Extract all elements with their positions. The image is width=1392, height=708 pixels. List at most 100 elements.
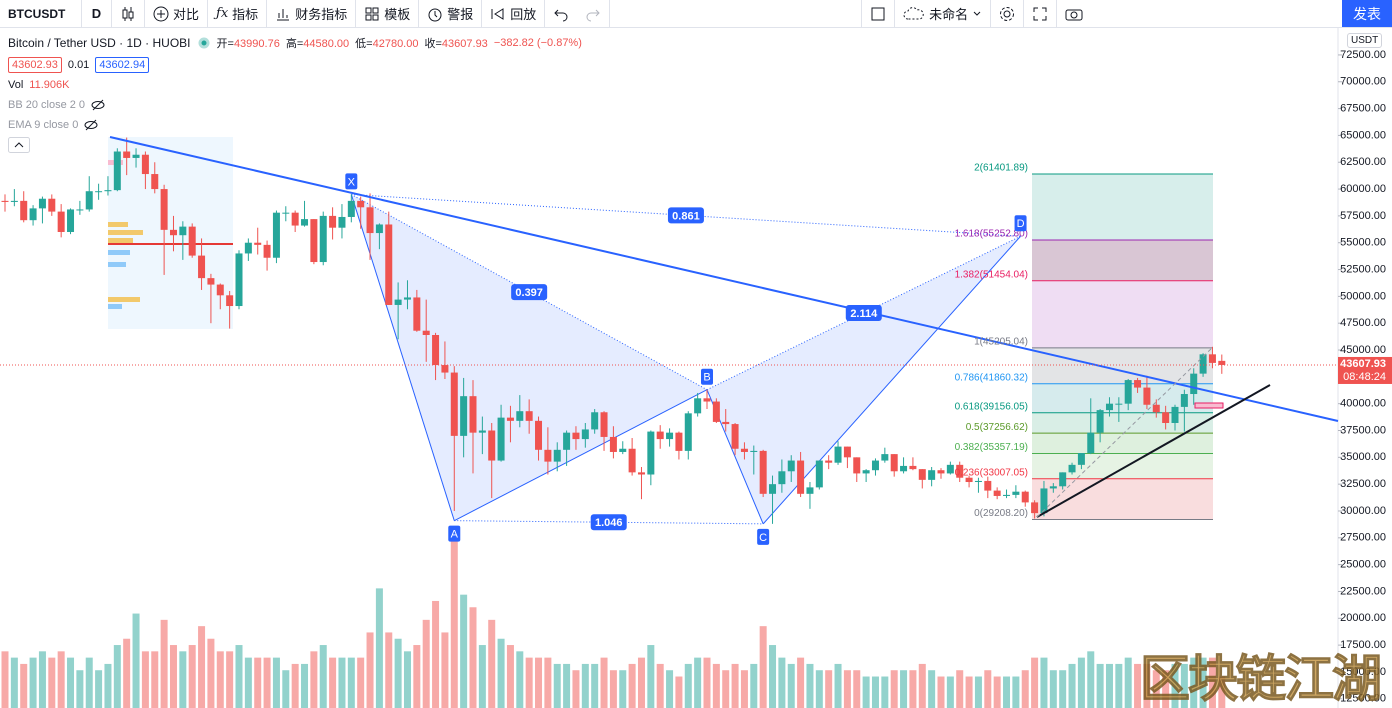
currency-button[interactable]: USDT	[1347, 33, 1383, 48]
fib-label: 2(61401.89)	[974, 163, 1028, 174]
pattern-point-badge	[701, 368, 713, 385]
candle-body	[1105, 403, 1113, 411]
y-tick-label: 72500.00	[1340, 49, 1386, 61]
y-tick-label: 27500.00	[1340, 532, 1386, 544]
candle-body	[310, 219, 318, 263]
trend-line	[109, 136, 1339, 422]
volume-bar	[656, 663, 664, 708]
volume-bar	[1134, 663, 1142, 708]
profile-bar	[108, 250, 130, 255]
volume-bar	[815, 670, 823, 708]
candle-body	[1059, 472, 1067, 487]
y-tick-label: 67500.00	[1340, 102, 1386, 114]
candle-body	[881, 454, 889, 461]
candle-body	[815, 460, 823, 488]
replay-button[interactable]: 回放	[482, 0, 546, 27]
fib-label: 0.5(37256.62)	[966, 422, 1028, 433]
volume-bar	[385, 632, 393, 708]
ask[interactable]: 43602.94	[95, 57, 150, 73]
undo-button[interactable]	[545, 0, 577, 27]
financials-button[interactable]: 财务指标	[267, 0, 357, 27]
candle-body	[123, 151, 131, 158]
profile-bar	[108, 230, 143, 235]
indicators-button[interactable]: ƒx 指标	[208, 0, 268, 27]
fib-zone	[1032, 280, 1213, 348]
volume-row: Vol 11.906K	[8, 75, 582, 95]
chart-type-button[interactable]	[112, 0, 145, 27]
y-tick-label: 15000.00	[1340, 666, 1386, 678]
candle-body	[1077, 453, 1085, 465]
candle-body	[441, 365, 449, 373]
financials-icon	[277, 8, 290, 20]
fib-zone	[1032, 347, 1213, 384]
pattern-triangle	[707, 236, 1021, 524]
symbol-search[interactable]: BTCUSDT	[0, 0, 82, 27]
fullscreen-button[interactable]	[1024, 0, 1058, 27]
candle-body	[759, 450, 767, 494]
templates-icon	[365, 7, 379, 20]
candle-body	[329, 215, 337, 228]
snapshot-button[interactable]	[1057, 0, 1091, 27]
candle-body	[188, 226, 196, 256]
volume-bar	[160, 619, 168, 708]
fib-zone	[1032, 240, 1213, 281]
compare-label: 对比	[173, 7, 200, 22]
layout-name: 未命名	[929, 7, 969, 22]
volume-bar	[244, 657, 252, 708]
interval-button[interactable]: D	[82, 0, 112, 27]
volume-bar	[497, 638, 505, 708]
hidden-icon[interactable]	[91, 99, 105, 111]
volume-bar	[553, 663, 561, 708]
volume-bar	[1105, 663, 1113, 708]
candle-body	[132, 154, 140, 158]
save-menu[interactable]: 未命名	[895, 0, 992, 27]
candle-icon	[122, 6, 134, 21]
candle-body	[750, 450, 758, 452]
candle-body	[151, 174, 159, 190]
candle-body	[10, 200, 18, 202]
compare-button[interactable]: 对比	[145, 0, 209, 27]
volume-bar	[38, 651, 46, 708]
volume-bar	[619, 670, 627, 708]
candle-body	[928, 470, 936, 480]
candle-body	[563, 432, 571, 450]
layout-select[interactable]	[861, 0, 896, 27]
hidden-icon[interactable]	[84, 119, 98, 131]
alerts-button[interactable]: 警报	[419, 0, 483, 27]
fib-zone	[1032, 453, 1213, 479]
plus-icon	[153, 6, 169, 21]
volume-bar	[235, 645, 243, 708]
drawings	[109, 136, 1339, 518]
pattern-dotted-leg	[454, 520, 764, 525]
candle-body	[319, 215, 327, 263]
candle-body	[1040, 488, 1048, 514]
candle-body	[853, 457, 861, 474]
volume-bar	[357, 657, 365, 708]
candle-body	[272, 212, 280, 258]
volume-bar	[675, 676, 683, 708]
candle-body	[104, 190, 112, 192]
volume-bar	[778, 657, 786, 708]
volume-layer	[1, 538, 1226, 708]
volume-bar	[1031, 657, 1039, 708]
candle-body	[460, 396, 468, 436]
volume-bar	[563, 663, 571, 708]
candle-body	[366, 207, 374, 234]
redo-button[interactable]	[577, 0, 611, 27]
publish-button[interactable]: 发表	[1341, 0, 1392, 27]
profile-bar	[108, 297, 140, 302]
symbol-row: Bitcoin / Tether USD · 1D · HUOBI 开=4399…	[8, 33, 582, 53]
bid[interactable]: 43602.93	[8, 57, 62, 73]
settings-button[interactable]	[991, 0, 1025, 27]
collapse-button[interactable]	[8, 137, 30, 153]
volume-bar	[450, 538, 458, 708]
volume-bar	[441, 632, 449, 708]
candle-body	[628, 448, 636, 473]
candle-body	[432, 335, 440, 366]
volume-bar	[647, 645, 655, 708]
volume-bar	[95, 670, 103, 708]
volume-bar	[703, 657, 711, 708]
templates-button[interactable]: 模板	[356, 0, 420, 27]
candle-body	[226, 295, 234, 307]
